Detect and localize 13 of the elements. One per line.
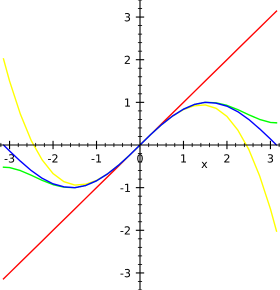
y-tick-label: -3: [120, 268, 130, 278]
y-tick-label: -2: [120, 226, 130, 235]
y-tick-label: 3: [124, 13, 130, 22]
y-tick-label: 1: [125, 98, 130, 107]
x-tick-label: -3: [4, 154, 14, 163]
y-tick-label: -1: [120, 184, 130, 192]
x-tick-label: 2: [224, 154, 230, 162]
x-tick-label: -1: [92, 154, 102, 162]
x-axis-title: x: [201, 162, 208, 168]
x-tick-label: 1: [181, 154, 186, 162]
x-tick-label: 3: [268, 154, 274, 163]
y-tick-label: 2: [124, 56, 130, 64]
x-tick-label: -2: [48, 154, 58, 162]
